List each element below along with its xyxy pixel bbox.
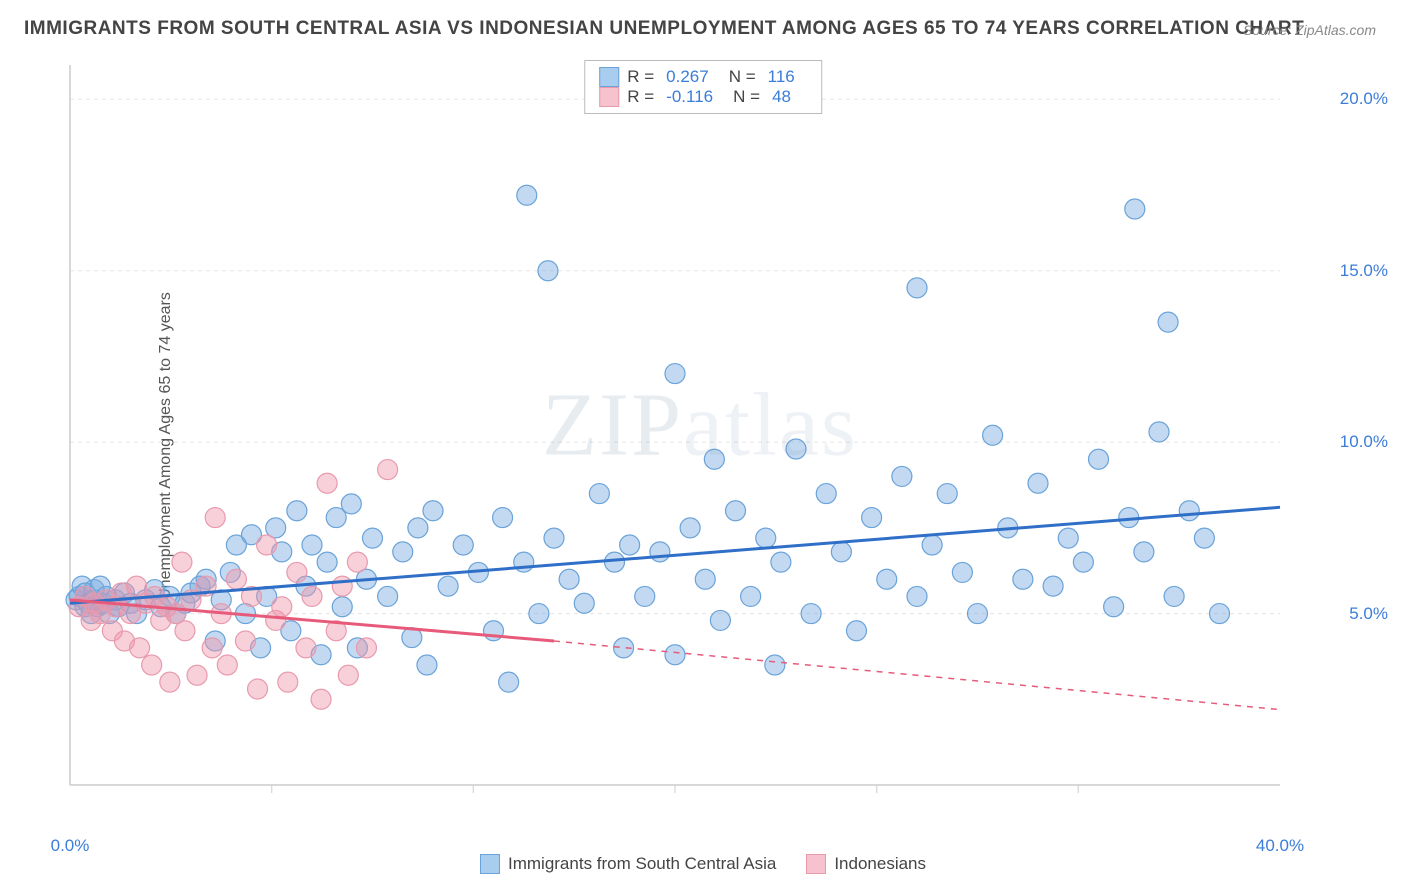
y-tick-label: 5.0% <box>1349 604 1388 624</box>
legend-label: Indonesians <box>834 854 926 874</box>
y-tick-label: 20.0% <box>1340 89 1388 109</box>
legend-item-series-2: Indonesians <box>806 854 926 874</box>
source-attribution: Source: ZipAtlas.com <box>1243 22 1376 38</box>
swatch-blue <box>599 67 619 87</box>
scatter-chart-svg <box>60 55 1340 825</box>
swatch-pink <box>806 854 826 874</box>
swatch-blue <box>480 854 500 874</box>
legend-row-series-2: R =-0.116 N =48 <box>599 87 807 107</box>
correlation-legend: R =0.267 N =116 R =-0.116 N =48 <box>584 60 822 114</box>
legend-row-series-1: R =0.267 N =116 <box>599 67 807 87</box>
x-tick-label: 0.0% <box>51 836 90 856</box>
series-legend: Immigrants from South Central Asia Indon… <box>480 854 926 874</box>
chart-area: ZIPatlas <box>60 55 1340 825</box>
legend-item-series-1: Immigrants from South Central Asia <box>480 854 776 874</box>
chart-title: IMMIGRANTS FROM SOUTH CENTRAL ASIA VS IN… <box>24 18 1304 40</box>
y-tick-label: 10.0% <box>1340 432 1388 452</box>
x-tick-label: 40.0% <box>1256 836 1304 856</box>
legend-label: Immigrants from South Central Asia <box>508 854 776 874</box>
swatch-pink <box>599 87 619 107</box>
y-tick-label: 15.0% <box>1340 261 1388 281</box>
